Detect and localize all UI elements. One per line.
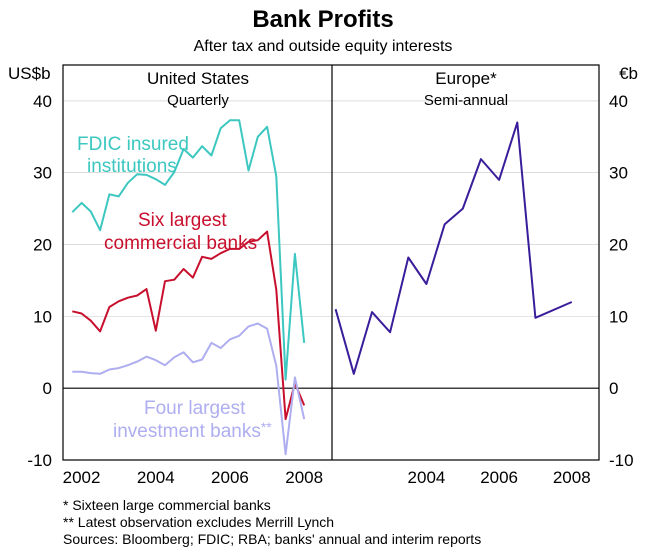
label-four-largest-marker: ** [261, 419, 272, 435]
x-tick-label: 2004 [137, 468, 175, 487]
label-six-largest-line2: commercial banks [104, 233, 257, 254]
x-tick-label: 2006 [480, 468, 518, 487]
x-tick-label: 2002 [63, 468, 101, 487]
y-tick-right: 30 [609, 164, 628, 183]
data-series [71, 119, 573, 456]
x-tick-labels: 2002 2004 2006 2008 2004 2006 2008 [63, 468, 591, 487]
panel-subtitle-us: Quarterly [167, 92, 229, 109]
label-fdic-line1: FDIC insured [77, 134, 189, 155]
plot-frame [62, 64, 600, 461]
series-line-0-2 [72, 322, 306, 456]
label-six-largest-line1: Six largest [138, 210, 227, 231]
y-tick-left: -10 [27, 451, 52, 470]
panel-title-europe: Europe* [435, 69, 497, 88]
series-line-0-0 [71, 119, 306, 381]
panel-subtitle-europe: Semi-annual [424, 92, 508, 109]
y-tick-labels: -10 -10 0 0 10 10 20 20 30 30 40 40 [27, 92, 633, 470]
label-four-largest-text: investment banks [113, 421, 261, 442]
note-2: ** Latest observation excludes Merrill L… [63, 514, 334, 530]
y-tick-right: -10 [609, 451, 634, 470]
chart-title: Bank Profits [252, 6, 393, 33]
x-tick-label: 2006 [211, 468, 249, 487]
series-line-0-1 [72, 230, 306, 421]
note-1: * Sixteen large commercial banks [63, 497, 271, 513]
label-fdic-line2: institutions [87, 156, 177, 177]
y-tick-left: 20 [33, 236, 52, 255]
y-right-unit: €b [619, 64, 638, 83]
label-four-largest-line2: investment banks** [113, 419, 272, 442]
y-tick-right: 40 [609, 92, 628, 111]
y-tick-left: 40 [33, 92, 52, 111]
y-tick-right: 10 [609, 307, 628, 326]
y-tick-left: 0 [43, 379, 52, 398]
panel-title-us: United States [147, 69, 249, 88]
x-tick-label: 2004 [408, 468, 446, 487]
label-four-largest-line1: Four largest [144, 398, 246, 419]
y-left-unit: US$b [8, 64, 51, 83]
y-tick-left: 10 [33, 307, 52, 326]
y-tick-left: 30 [33, 164, 52, 183]
y-tick-right: 20 [609, 236, 628, 255]
note-3: Sources: Bloomberg; FDIC; RBA; banks' an… [63, 531, 481, 547]
x-tick-label: 2008 [285, 468, 323, 487]
x-tick-label: 2008 [553, 468, 591, 487]
y-tick-right: 0 [609, 379, 618, 398]
chart-subtitle: After tax and outside equity interests [194, 38, 453, 55]
series-line-1-0 [334, 121, 573, 375]
